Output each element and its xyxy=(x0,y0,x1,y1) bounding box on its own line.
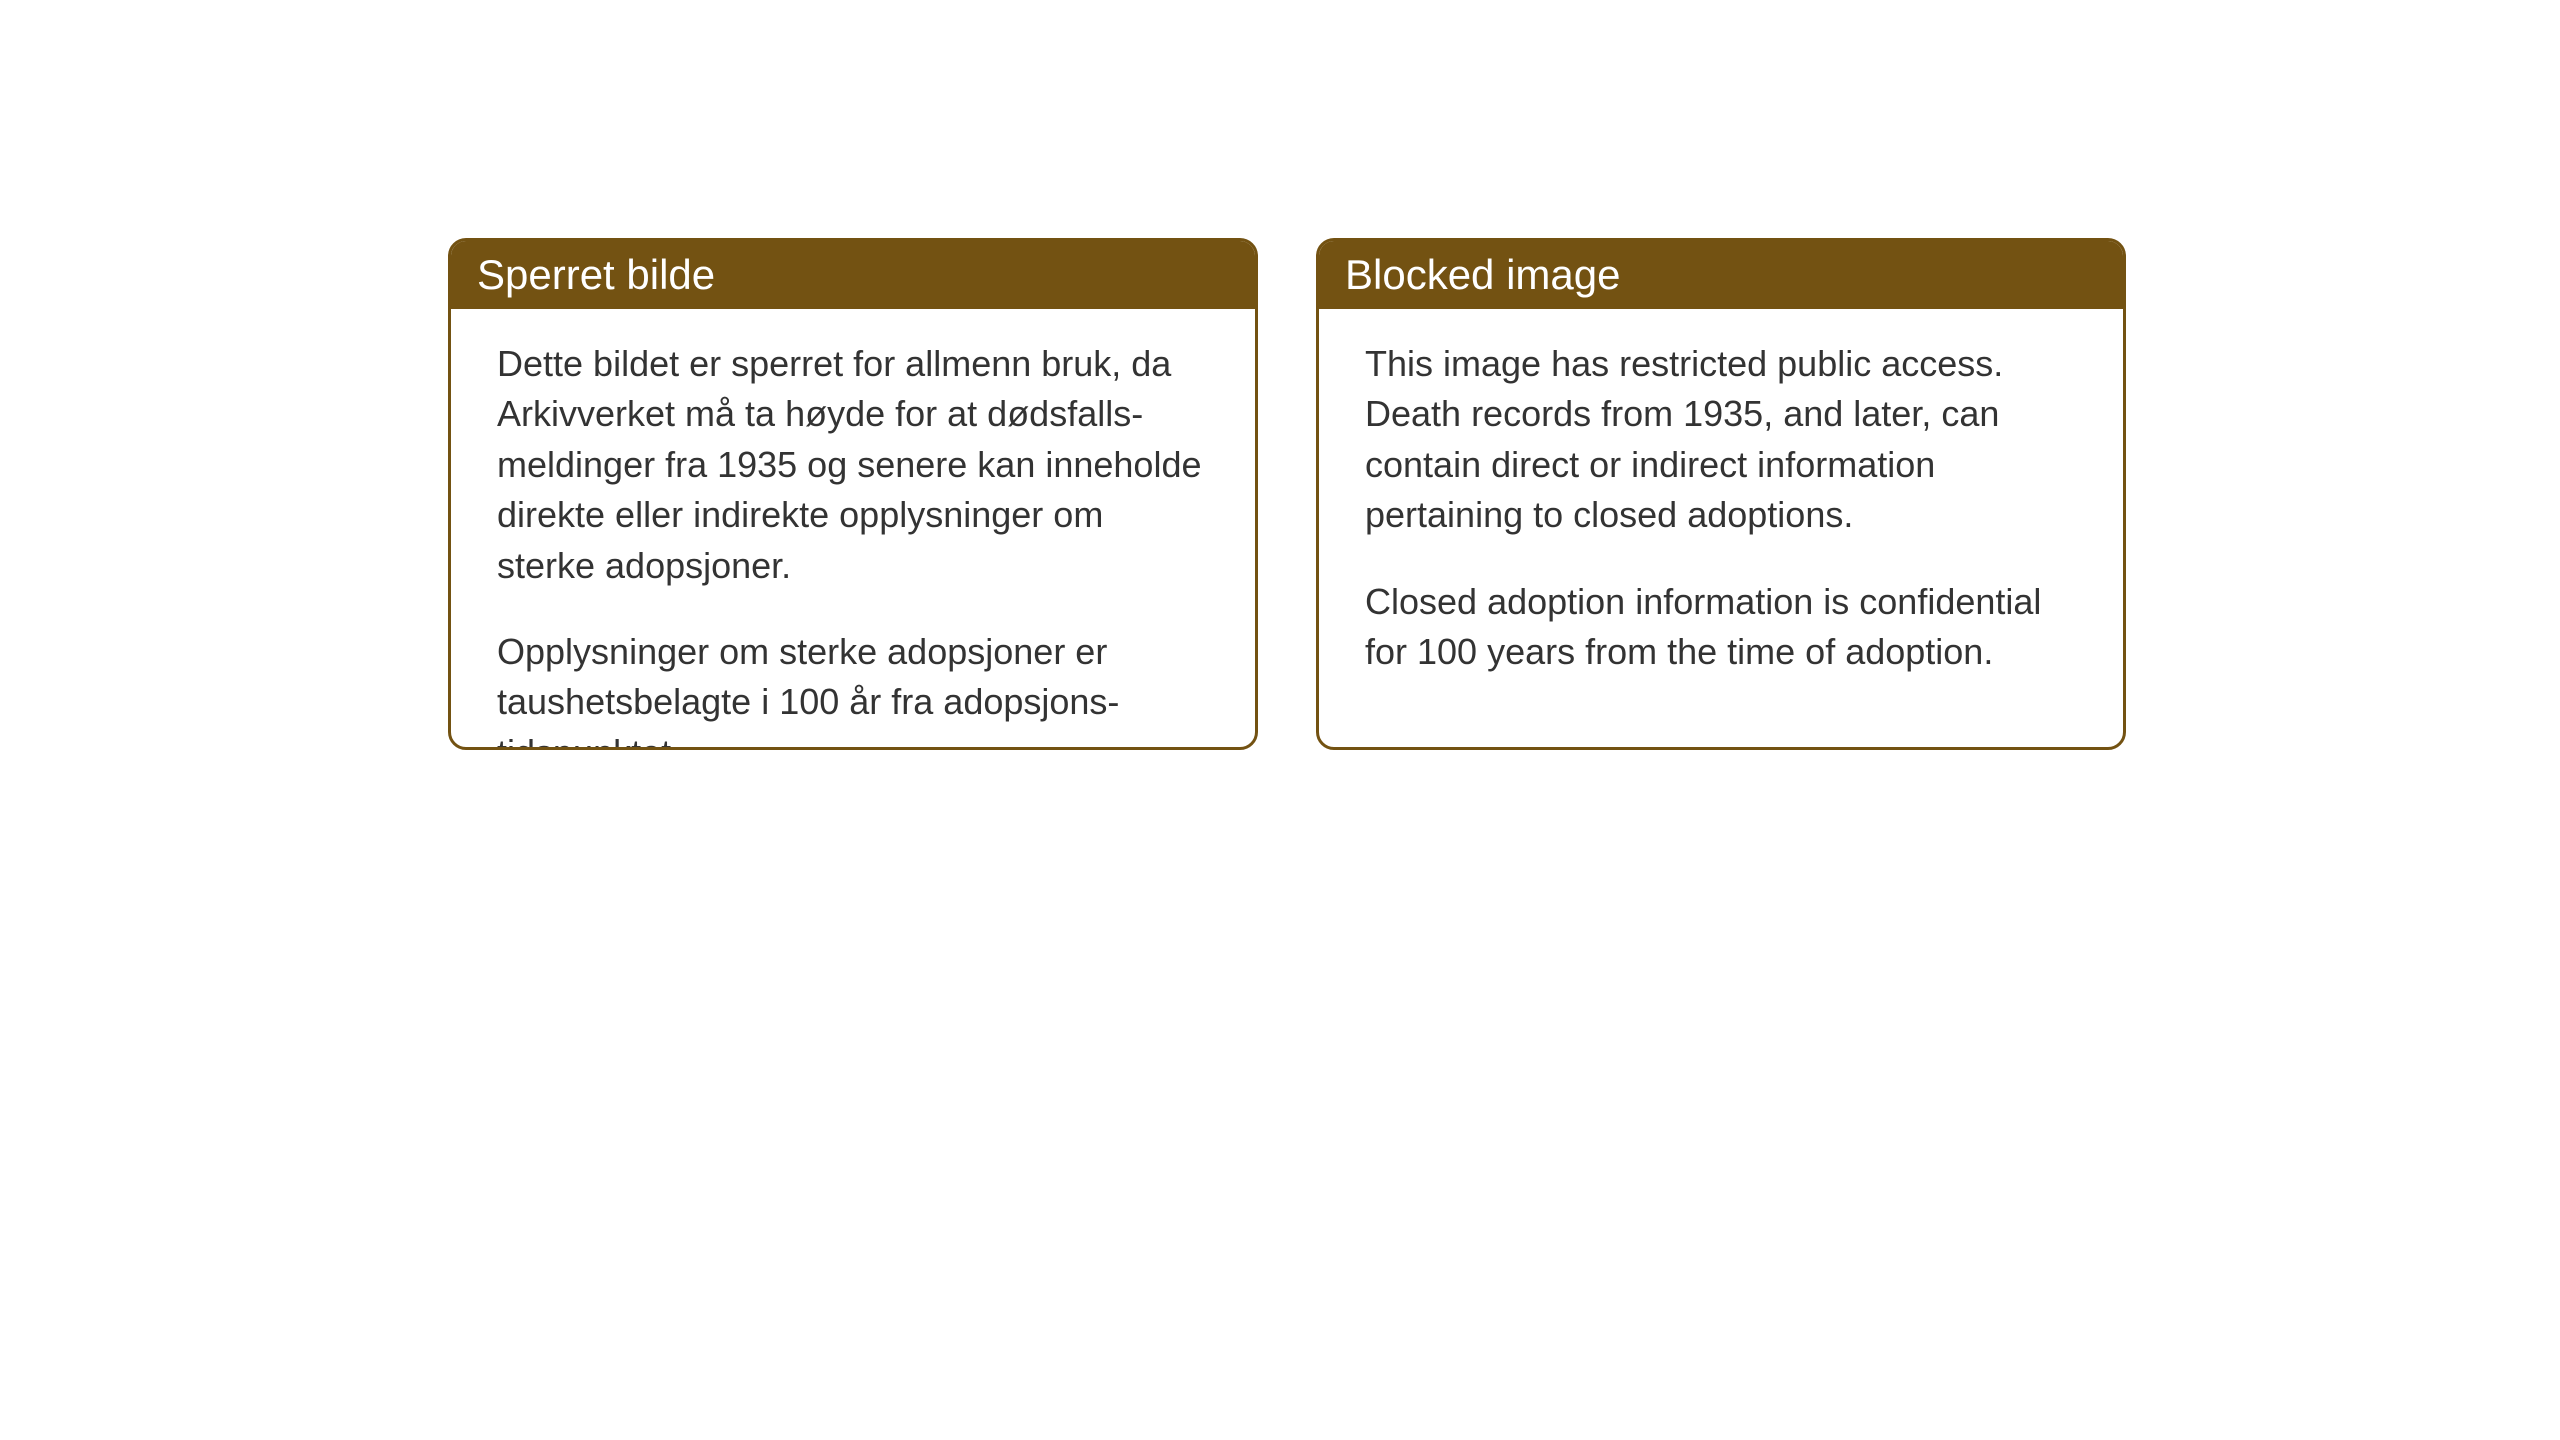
card-norwegian-title: Sperret bilde xyxy=(477,251,715,298)
card-norwegian-paragraph2: Opplysninger om sterke adopsjoner er tau… xyxy=(497,627,1209,750)
card-english-body: This image has restricted public access.… xyxy=(1319,309,2123,707)
cards-container: Sperret bilde Dette bildet er sperret fo… xyxy=(448,238,2126,750)
card-english: Blocked image This image has restricted … xyxy=(1316,238,2126,750)
card-english-paragraph2: Closed adoption information is confident… xyxy=(1365,577,2077,678)
card-english-title: Blocked image xyxy=(1345,251,1620,298)
card-norwegian-paragraph1: Dette bildet er sperret for allmenn bruk… xyxy=(497,339,1209,591)
card-english-paragraph1: This image has restricted public access.… xyxy=(1365,339,2077,541)
card-norwegian-header: Sperret bilde xyxy=(451,241,1255,309)
card-english-header: Blocked image xyxy=(1319,241,2123,309)
card-norwegian-body: Dette bildet er sperret for allmenn bruk… xyxy=(451,309,1255,750)
card-norwegian: Sperret bilde Dette bildet er sperret fo… xyxy=(448,238,1258,750)
